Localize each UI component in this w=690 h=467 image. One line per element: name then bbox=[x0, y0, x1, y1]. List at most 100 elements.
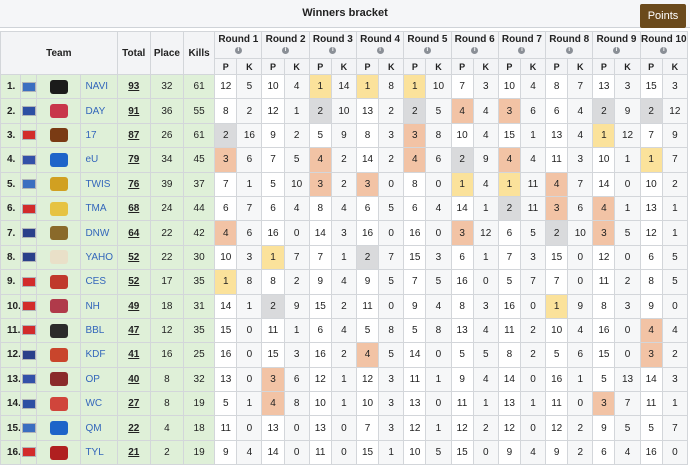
p-subheader[interactable]: P bbox=[261, 58, 285, 75]
k-subheader[interactable]: K bbox=[236, 58, 263, 75]
team-name-link[interactable]: TYL bbox=[80, 439, 118, 466]
kills-header[interactable]: Kills bbox=[183, 31, 216, 75]
team-name-link[interactable]: QM bbox=[80, 415, 118, 441]
p-subheader[interactable]: P bbox=[639, 58, 663, 75]
k-subheader[interactable]: K bbox=[378, 58, 405, 75]
team-name-link[interactable]: BBL bbox=[80, 317, 118, 344]
round-place-cell: 5 bbox=[214, 391, 238, 417]
round-place-cell: 2 bbox=[497, 195, 521, 222]
flag-icon bbox=[21, 374, 36, 385]
place-cell: 26 bbox=[149, 122, 185, 149]
round-place-cell: 6 bbox=[592, 439, 616, 466]
team-name-link[interactable]: 17 bbox=[80, 122, 118, 149]
k-subheader[interactable]: K bbox=[472, 58, 499, 75]
total-cell: 91 bbox=[116, 98, 151, 124]
team-name-link[interactable]: KDF bbox=[80, 342, 118, 368]
p-subheader[interactable]: P bbox=[403, 58, 427, 75]
p-subheader[interactable]: P bbox=[450, 58, 474, 75]
k-subheader[interactable]: K bbox=[330, 58, 358, 75]
p-subheader[interactable]: P bbox=[592, 58, 616, 75]
team-name-link[interactable]: eU bbox=[80, 147, 118, 173]
place-header[interactable]: Place bbox=[149, 31, 185, 75]
team-name-link[interactable]: CES bbox=[80, 269, 118, 295]
round-place-cell: 8 bbox=[214, 98, 238, 124]
round-kills-cell: 4 bbox=[330, 269, 358, 295]
info-icon[interactable]: i bbox=[234, 46, 242, 54]
team-name-link[interactable]: DNW bbox=[80, 220, 118, 246]
team-logo-icon bbox=[49, 299, 68, 314]
round-kills-cell: 4 bbox=[519, 147, 547, 173]
round-kills-cell: 7 bbox=[283, 244, 310, 271]
k-subheader[interactable]: K bbox=[425, 58, 452, 75]
round-kills-cell: 9 bbox=[614, 98, 641, 124]
round-place-cell: 8 bbox=[355, 122, 380, 149]
team-header[interactable]: Team bbox=[0, 31, 118, 75]
p-subheader[interactable]: P bbox=[214, 58, 238, 75]
total-cell: 93 bbox=[116, 73, 151, 100]
round-place-cell: 8 bbox=[403, 171, 427, 197]
round-place-cell: 9 bbox=[639, 293, 663, 319]
info-icon[interactable]: i bbox=[565, 46, 573, 54]
place-cell: 18 bbox=[149, 293, 185, 319]
team-logo-icon bbox=[49, 396, 68, 411]
team-name-link[interactable]: YAHO bbox=[80, 244, 118, 271]
logo-cell bbox=[36, 293, 82, 319]
p-subheader[interactable]: P bbox=[355, 58, 380, 75]
team-name-link[interactable]: OP bbox=[80, 366, 118, 393]
round-kills-cell: 7 bbox=[567, 73, 594, 100]
place-cell: 17 bbox=[149, 269, 185, 295]
place-cell: 34 bbox=[149, 147, 185, 173]
info-icon[interactable]: i bbox=[660, 46, 668, 54]
info-icon[interactable]: i bbox=[471, 46, 479, 54]
k-subheader[interactable]: K bbox=[661, 58, 689, 75]
round-kills-cell: 0 bbox=[425, 342, 452, 368]
round-kills-cell: 0 bbox=[519, 415, 547, 441]
round-place-cell: 7 bbox=[450, 73, 474, 100]
total-header[interactable]: Total bbox=[116, 31, 151, 75]
p-subheader[interactable]: P bbox=[308, 58, 332, 75]
k-subheader[interactable]: K bbox=[614, 58, 641, 75]
team-logo-icon bbox=[49, 104, 68, 119]
round-place-cell: 3 bbox=[450, 220, 474, 246]
round-kills-cell: 13 bbox=[614, 366, 641, 393]
points-button[interactable]: Points bbox=[640, 4, 686, 28]
round-kills-cell: 1 bbox=[661, 220, 689, 246]
round-place-cell: 7 bbox=[545, 269, 569, 295]
place-cell: 2 bbox=[149, 439, 185, 466]
k-subheader[interactable]: K bbox=[567, 58, 594, 75]
info-icon[interactable]: i bbox=[612, 46, 620, 54]
info-icon[interactable]: i bbox=[518, 46, 526, 54]
info-icon[interactable]: i bbox=[282, 46, 290, 54]
team-name-link[interactable]: WC bbox=[80, 391, 118, 417]
round-kills-cell: 0 bbox=[330, 439, 358, 466]
round-kills-cell: 10 bbox=[425, 73, 452, 100]
info-icon[interactable]: i bbox=[329, 46, 337, 54]
round-place-cell: 5 bbox=[545, 342, 569, 368]
kills-cell: 19 bbox=[183, 391, 216, 417]
team-name-link[interactable]: TMA bbox=[80, 195, 118, 222]
total-cell: 40 bbox=[116, 366, 151, 393]
round-header[interactable]: Round 10 i bbox=[639, 31, 689, 59]
k-subheader[interactable]: K bbox=[283, 58, 310, 75]
info-icon[interactable]: i bbox=[423, 46, 431, 54]
round-place-cell: 2 bbox=[308, 98, 332, 124]
team-name-link[interactable]: TWIS bbox=[80, 171, 118, 197]
p-subheader[interactable]: P bbox=[497, 58, 521, 75]
logo-cell bbox=[36, 391, 82, 417]
k-subheader[interactable]: K bbox=[519, 58, 547, 75]
team-name-link[interactable]: NAVI bbox=[80, 73, 118, 100]
p-subheader[interactable]: P bbox=[545, 58, 569, 75]
info-icon[interactable]: i bbox=[376, 46, 384, 54]
team-name-link[interactable]: NH bbox=[80, 293, 118, 319]
place-cell: 32 bbox=[149, 73, 185, 100]
team-name-link[interactable]: DAY bbox=[80, 98, 118, 124]
